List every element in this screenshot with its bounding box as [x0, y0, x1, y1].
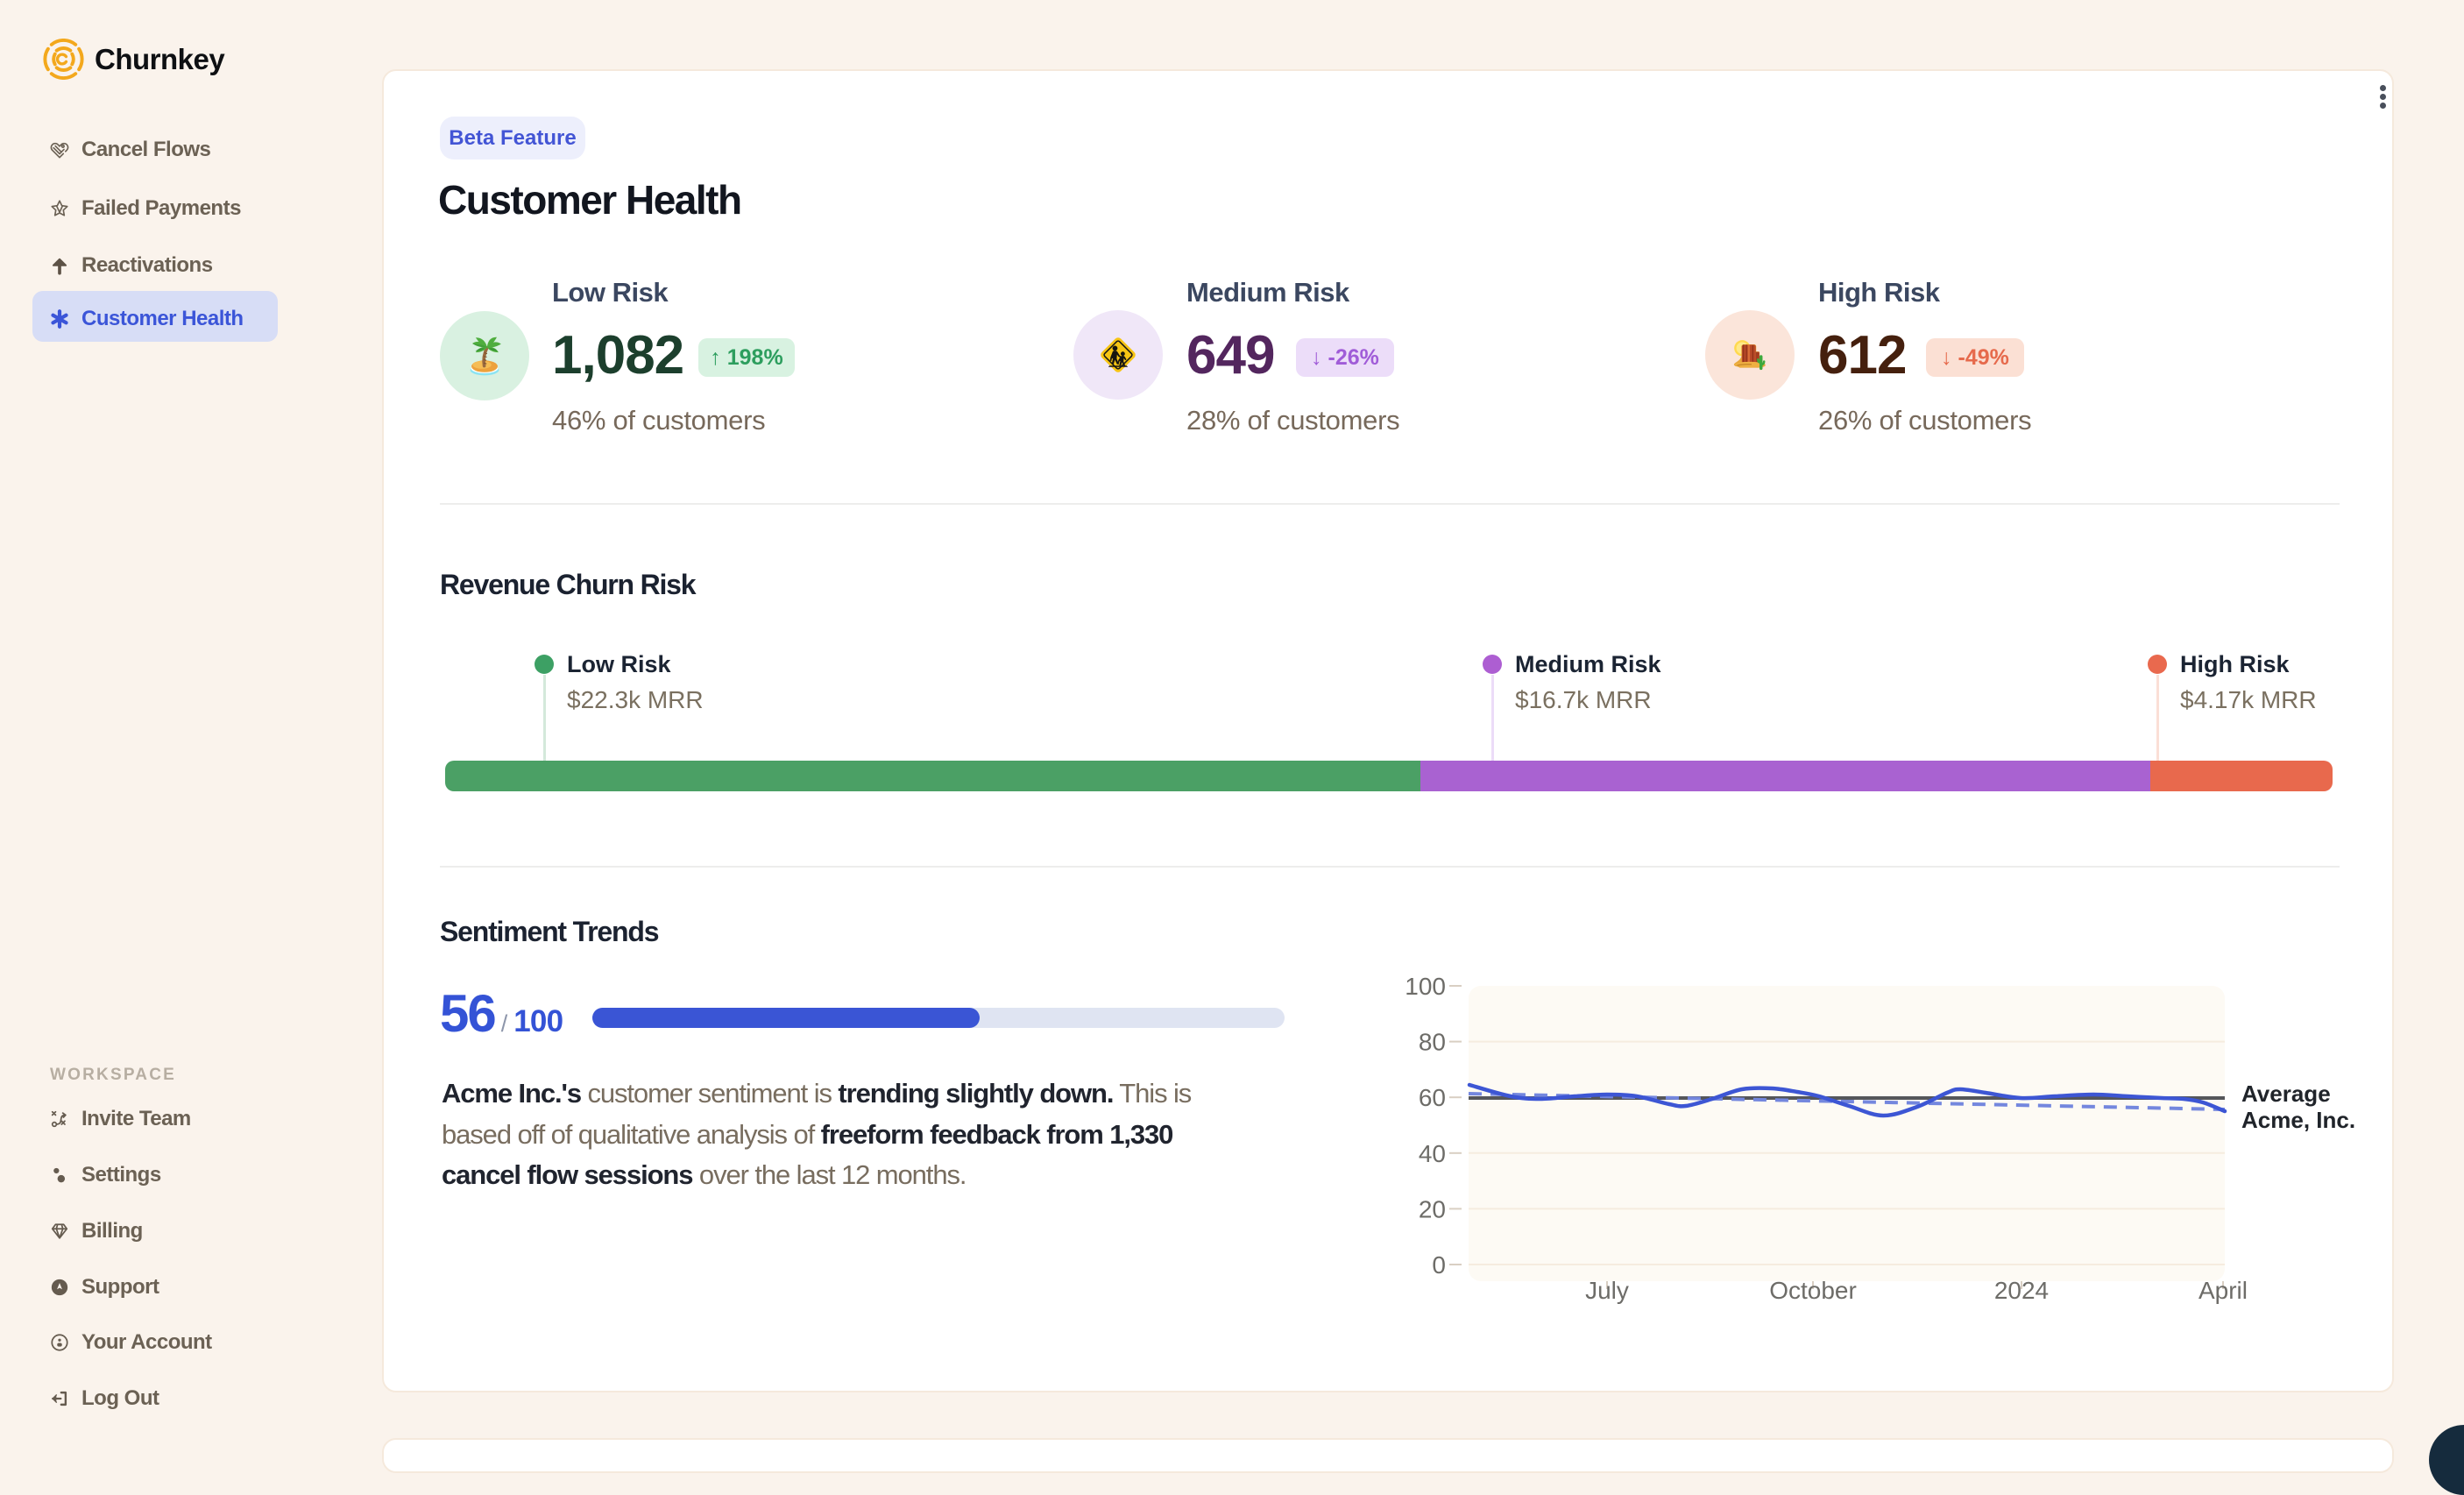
svg-text:October: October	[1769, 1277, 1857, 1304]
svg-text:July: July	[1585, 1277, 1629, 1304]
svg-text:20: 20	[1419, 1195, 1446, 1222]
svg-text:100: 100	[1405, 973, 1446, 1000]
svg-text:80: 80	[1419, 1029, 1446, 1056]
svg-text:0: 0	[1432, 1251, 1446, 1279]
svg-text:April: April	[2198, 1277, 2248, 1304]
svg-text:40: 40	[1419, 1140, 1446, 1167]
svg-text:60: 60	[1419, 1084, 1446, 1111]
svg-text:2024: 2024	[1994, 1277, 2049, 1304]
